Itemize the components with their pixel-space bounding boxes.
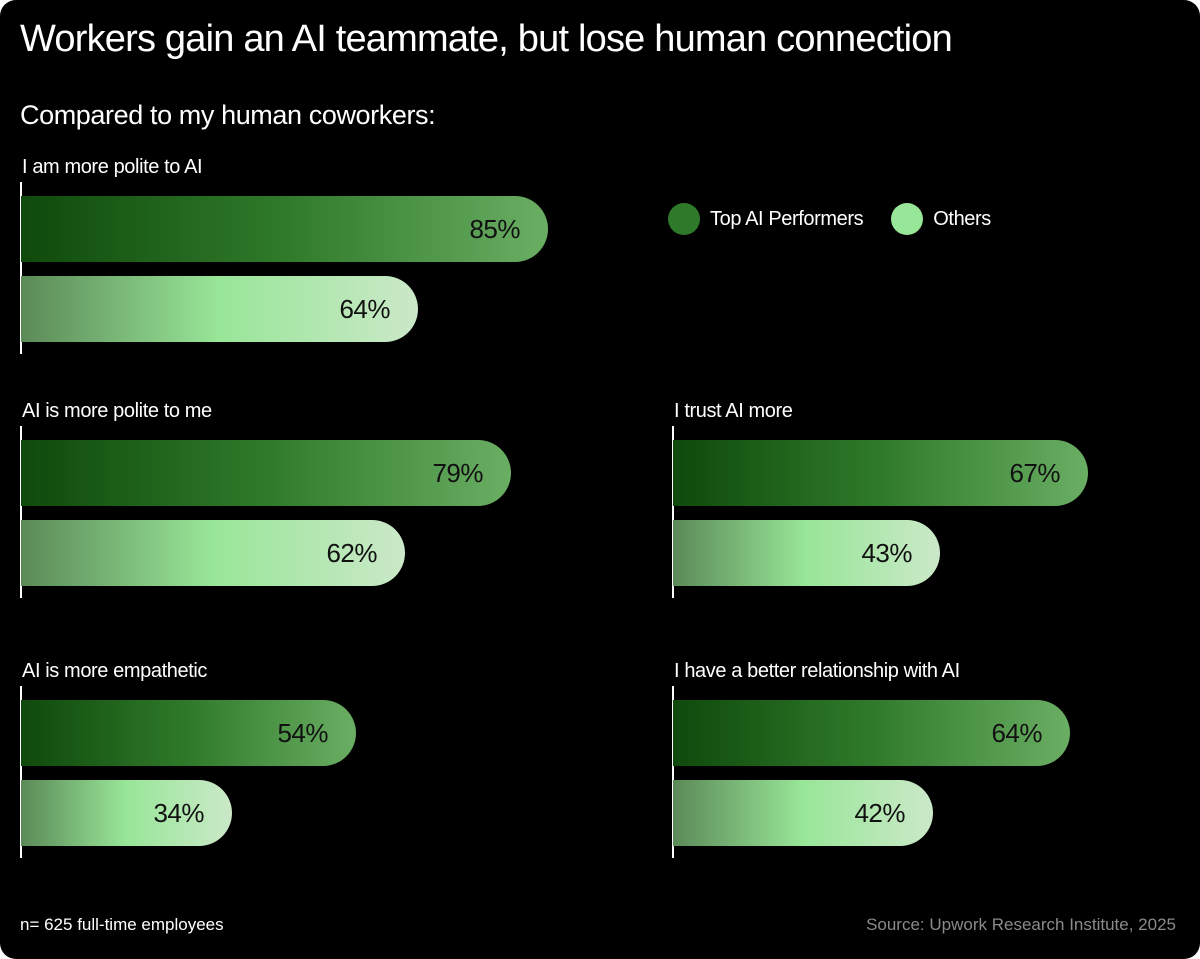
baseline-axis	[672, 686, 674, 858]
baseline-axis	[20, 426, 22, 598]
bar-value-label: 64%	[339, 293, 390, 324]
bar-value-label: 67%	[1009, 457, 1060, 488]
bar-top-ai-performers: 85%	[21, 196, 548, 262]
bar-value-label: 43%	[861, 537, 912, 568]
category-label: AI is more polite to me	[22, 400, 212, 422]
legend-label-others: Others	[933, 207, 991, 230]
category-label: AI is more empathetic	[22, 660, 208, 682]
baseline-axis	[20, 182, 22, 354]
chart-title: Workers gain an AI teammate, but lose hu…	[20, 18, 953, 60]
legend-swatch-top-ai-performers	[668, 203, 700, 235]
legend-swatch-others	[891, 203, 924, 235]
bar-value-label: 54%	[277, 717, 328, 748]
bar-others: 64%	[21, 276, 418, 342]
source-note: Source: Upwork Research Institute, 2025	[866, 915, 1176, 934]
baseline-axis	[672, 426, 674, 598]
category-label: I am more polite to AI	[22, 156, 203, 178]
bar-value-label: 34%	[153, 797, 204, 828]
bar-top-ai-performers: 54%	[21, 700, 356, 766]
bar-others: 43%	[673, 520, 940, 586]
bar-top-ai-performers: 67%	[673, 440, 1088, 506]
bar-top-ai-performers: 64%	[673, 700, 1070, 766]
legend-item-top-ai-performers: Top AI Performers	[668, 203, 864, 235]
bar-value-label: 64%	[991, 717, 1042, 748]
bar-others: 42%	[673, 780, 933, 846]
category-label: I trust AI more	[674, 400, 793, 422]
bar-others: 62%	[21, 520, 405, 586]
legend-item-others: Others	[891, 203, 991, 235]
baseline-axis	[20, 686, 22, 858]
bar-others: 34%	[21, 780, 232, 846]
bar-value-label: 85%	[469, 213, 520, 244]
category-label: I have a better relationship with AI	[674, 660, 960, 682]
chart-subtitle: Compared to my human coworkers:	[20, 100, 436, 130]
bar-top-ai-performers: 79%	[21, 440, 511, 506]
bar-value-label: 62%	[326, 537, 377, 568]
sample-size-note: n= 625 full-time employees	[20, 915, 224, 934]
legend-label-top-ai-performers: Top AI Performers	[710, 207, 864, 230]
bar-value-label: 42%	[854, 797, 905, 828]
bar-value-label: 79%	[432, 457, 483, 488]
legend: Top AI Performers Others	[668, 203, 1019, 235]
